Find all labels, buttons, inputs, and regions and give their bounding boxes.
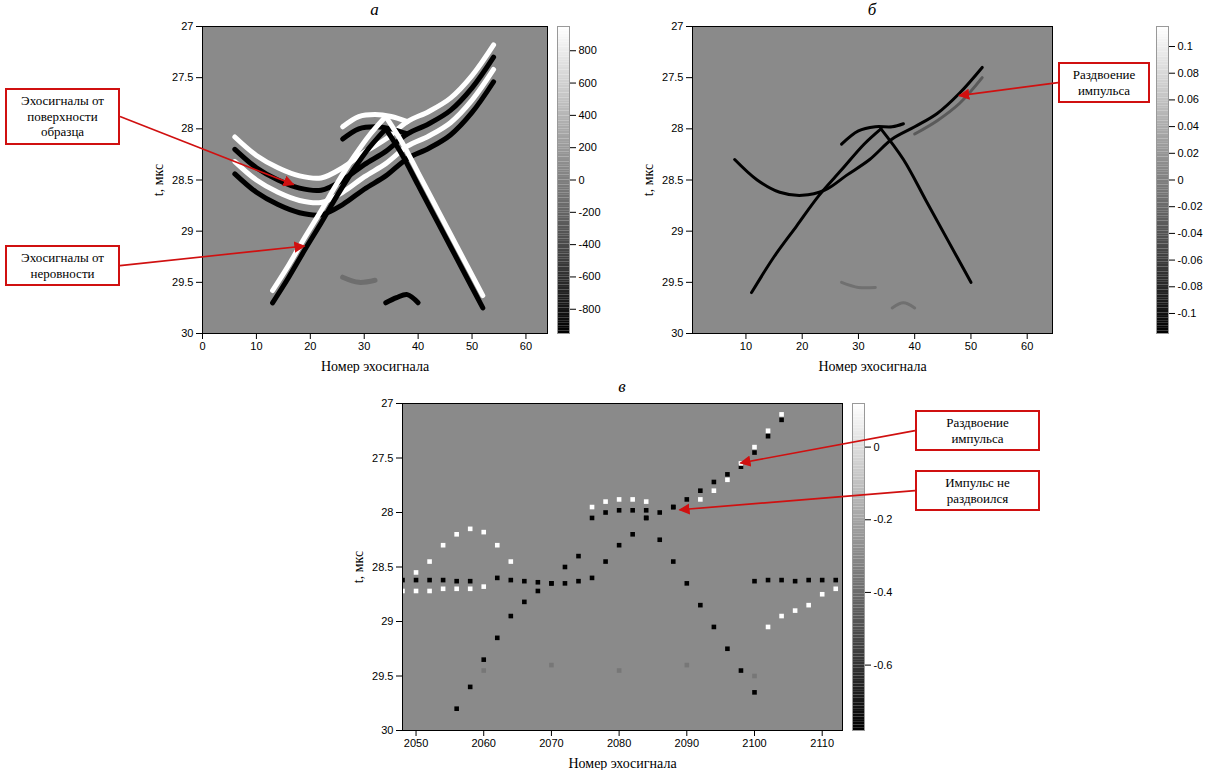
- svg-text:30: 30: [381, 724, 393, 736]
- html-text:в: в: [618, 377, 626, 396]
- svg-text:20: 20: [304, 340, 316, 352]
- html-text:Импульс не раздвоился: Импульс не раздвоился: [945, 475, 1010, 506]
- svg-text:-0.4: -0.4: [874, 586, 893, 598]
- svg-text:-0.06: -0.06: [1178, 254, 1203, 266]
- svg-text:2110: 2110: [810, 737, 834, 749]
- svg-text:-200: -200: [579, 206, 601, 218]
- svg-text:-0.08: -0.08: [1178, 280, 1203, 292]
- svg-text:50: 50: [965, 340, 977, 352]
- svg-text:30: 30: [852, 340, 864, 352]
- svg-text:28: 28: [381, 506, 393, 518]
- svg-text:0.1: 0.1: [1178, 40, 1193, 52]
- svg-text:-0.2: -0.2: [874, 513, 893, 525]
- svg-text:29: 29: [381, 615, 393, 627]
- svg-text:-800: -800: [579, 303, 601, 315]
- svg-text:-0.1: -0.1: [1178, 307, 1197, 319]
- svg-text:0: 0: [199, 340, 205, 352]
- svg-text:t, мкс: t, мкс: [351, 551, 366, 583]
- svg-text:30: 30: [181, 327, 193, 339]
- svg-text:10: 10: [740, 340, 752, 352]
- svg-text:40: 40: [909, 340, 921, 352]
- svg-text:28.5: 28.5: [372, 561, 393, 573]
- svg-text:2090: 2090: [675, 737, 699, 749]
- svg-text:0: 0: [1178, 174, 1184, 186]
- svg-text:28: 28: [671, 122, 683, 134]
- svg-text:29.5: 29.5: [662, 276, 683, 288]
- html-text:Раздвоение импульса: Раздвоение импульса: [1072, 67, 1136, 98]
- svg-text:27.5: 27.5: [172, 71, 193, 83]
- svg-text:-600: -600: [579, 270, 601, 282]
- html-text:Раздвоение импульса: Раздвоение импульса: [946, 415, 1009, 446]
- svg-text:10: 10: [250, 340, 262, 352]
- svg-text:t, мкс: t, мкс: [641, 164, 656, 196]
- svg-text:0.06: 0.06: [1178, 93, 1199, 105]
- svg-text:29.5: 29.5: [172, 276, 193, 288]
- svg-text:2060: 2060: [471, 737, 495, 749]
- svg-text:-0.02: -0.02: [1178, 200, 1203, 212]
- svg-text:0: 0: [579, 174, 585, 186]
- svg-text:20: 20: [796, 340, 808, 352]
- svg-text:2100: 2100: [742, 737, 766, 749]
- svg-text:28: 28: [181, 122, 193, 134]
- svg-text:-0.6: -0.6: [874, 659, 893, 671]
- svg-text:50: 50: [466, 340, 478, 352]
- svg-text:27: 27: [671, 20, 683, 32]
- svg-text:29.5: 29.5: [372, 670, 393, 682]
- svg-text:40: 40: [412, 340, 424, 352]
- svg-text:2070: 2070: [539, 737, 563, 749]
- svg-text:60: 60: [1021, 340, 1033, 352]
- svg-text:Номер эхосигнала: Номер эхосигнала: [321, 359, 430, 374]
- svg-text:0: 0: [874, 441, 880, 453]
- html-text:Эхосигналы от неровности: Эхосигналы от неровности: [21, 250, 104, 281]
- svg-text:29: 29: [181, 225, 193, 237]
- html-text:б: б: [867, 0, 877, 19]
- svg-text:200: 200: [579, 141, 597, 153]
- svg-text:28.5: 28.5: [172, 174, 193, 186]
- svg-text:2080: 2080: [607, 737, 631, 749]
- svg-text:Номер эхосигнала: Номер эхосигнала: [818, 359, 927, 374]
- html-text:а: а: [370, 0, 379, 19]
- svg-text:-400: -400: [579, 238, 601, 250]
- svg-text:28.5: 28.5: [662, 174, 683, 186]
- svg-text:30: 30: [671, 327, 683, 339]
- svg-text:-0.04: -0.04: [1178, 227, 1203, 239]
- svg-text:0.02: 0.02: [1178, 147, 1199, 159]
- svg-text:Номер эхосигнала: Номер эхосигнала: [568, 756, 677, 771]
- svg-text:0.04: 0.04: [1178, 120, 1199, 132]
- svg-text:2050: 2050: [404, 737, 428, 749]
- svg-text:800: 800: [579, 44, 597, 56]
- svg-text:400: 400: [579, 109, 597, 121]
- svg-text:0.08: 0.08: [1178, 67, 1199, 79]
- svg-text:30: 30: [358, 340, 370, 352]
- svg-text:29: 29: [671, 225, 683, 237]
- svg-text:27.5: 27.5: [372, 452, 393, 464]
- svg-text:t, мкс: t, мкс: [151, 164, 166, 196]
- svg-text:600: 600: [579, 77, 597, 89]
- svg-text:60: 60: [520, 340, 532, 352]
- svg-text:27.5: 27.5: [662, 71, 683, 83]
- html-text:Эхосигналы от поверхности обра: Эхосигналы от поверхности образца: [21, 93, 104, 140]
- svg-text:27: 27: [181, 20, 193, 32]
- svg-text:27: 27: [381, 397, 393, 409]
